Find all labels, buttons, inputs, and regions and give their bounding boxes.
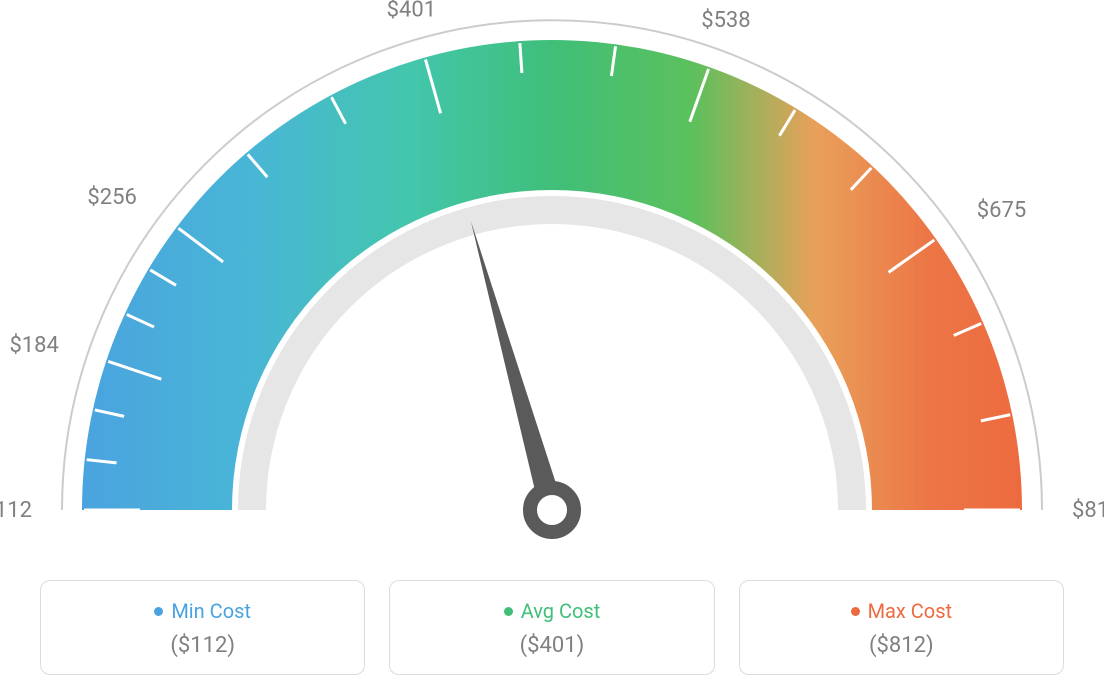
avg-dot-icon (504, 607, 513, 616)
min-cost-value: ($112) (51, 633, 354, 658)
svg-text:$812: $812 (1072, 498, 1104, 523)
min-cost-label: Min Cost (171, 599, 251, 623)
max-dot-icon (851, 607, 860, 616)
avg-cost-value: ($401) (400, 633, 703, 658)
svg-text:$675: $675 (977, 198, 1026, 223)
cost-gauge: $112 $184 $256 $401 $538 $675 $812 (0, 0, 1104, 570)
svg-text:$112: $112 (0, 498, 32, 523)
svg-text:$256: $256 (87, 185, 136, 210)
svg-text:$184: $184 (9, 333, 58, 358)
max-cost-label: Max Cost (868, 599, 953, 623)
gauge-area: $112 $184 $256 $401 $538 $675 $812 (0, 0, 1104, 570)
avg-cost-label: Avg Cost (521, 599, 601, 623)
max-cost-title: Max Cost (851, 599, 953, 623)
avg-cost-title: Avg Cost (504, 599, 601, 623)
svg-text:$401: $401 (387, 0, 436, 22)
max-cost-value: ($812) (750, 633, 1053, 658)
min-cost-title: Min Cost (154, 599, 251, 623)
min-cost-card: Min Cost ($112) (40, 580, 365, 675)
min-dot-icon (154, 607, 163, 616)
avg-cost-card: Avg Cost ($401) (389, 580, 714, 675)
max-cost-card: Max Cost ($812) (739, 580, 1064, 675)
svg-text:$538: $538 (701, 8, 750, 33)
summary-cards: Min Cost ($112) Avg Cost ($401) Max Cost… (0, 580, 1104, 675)
